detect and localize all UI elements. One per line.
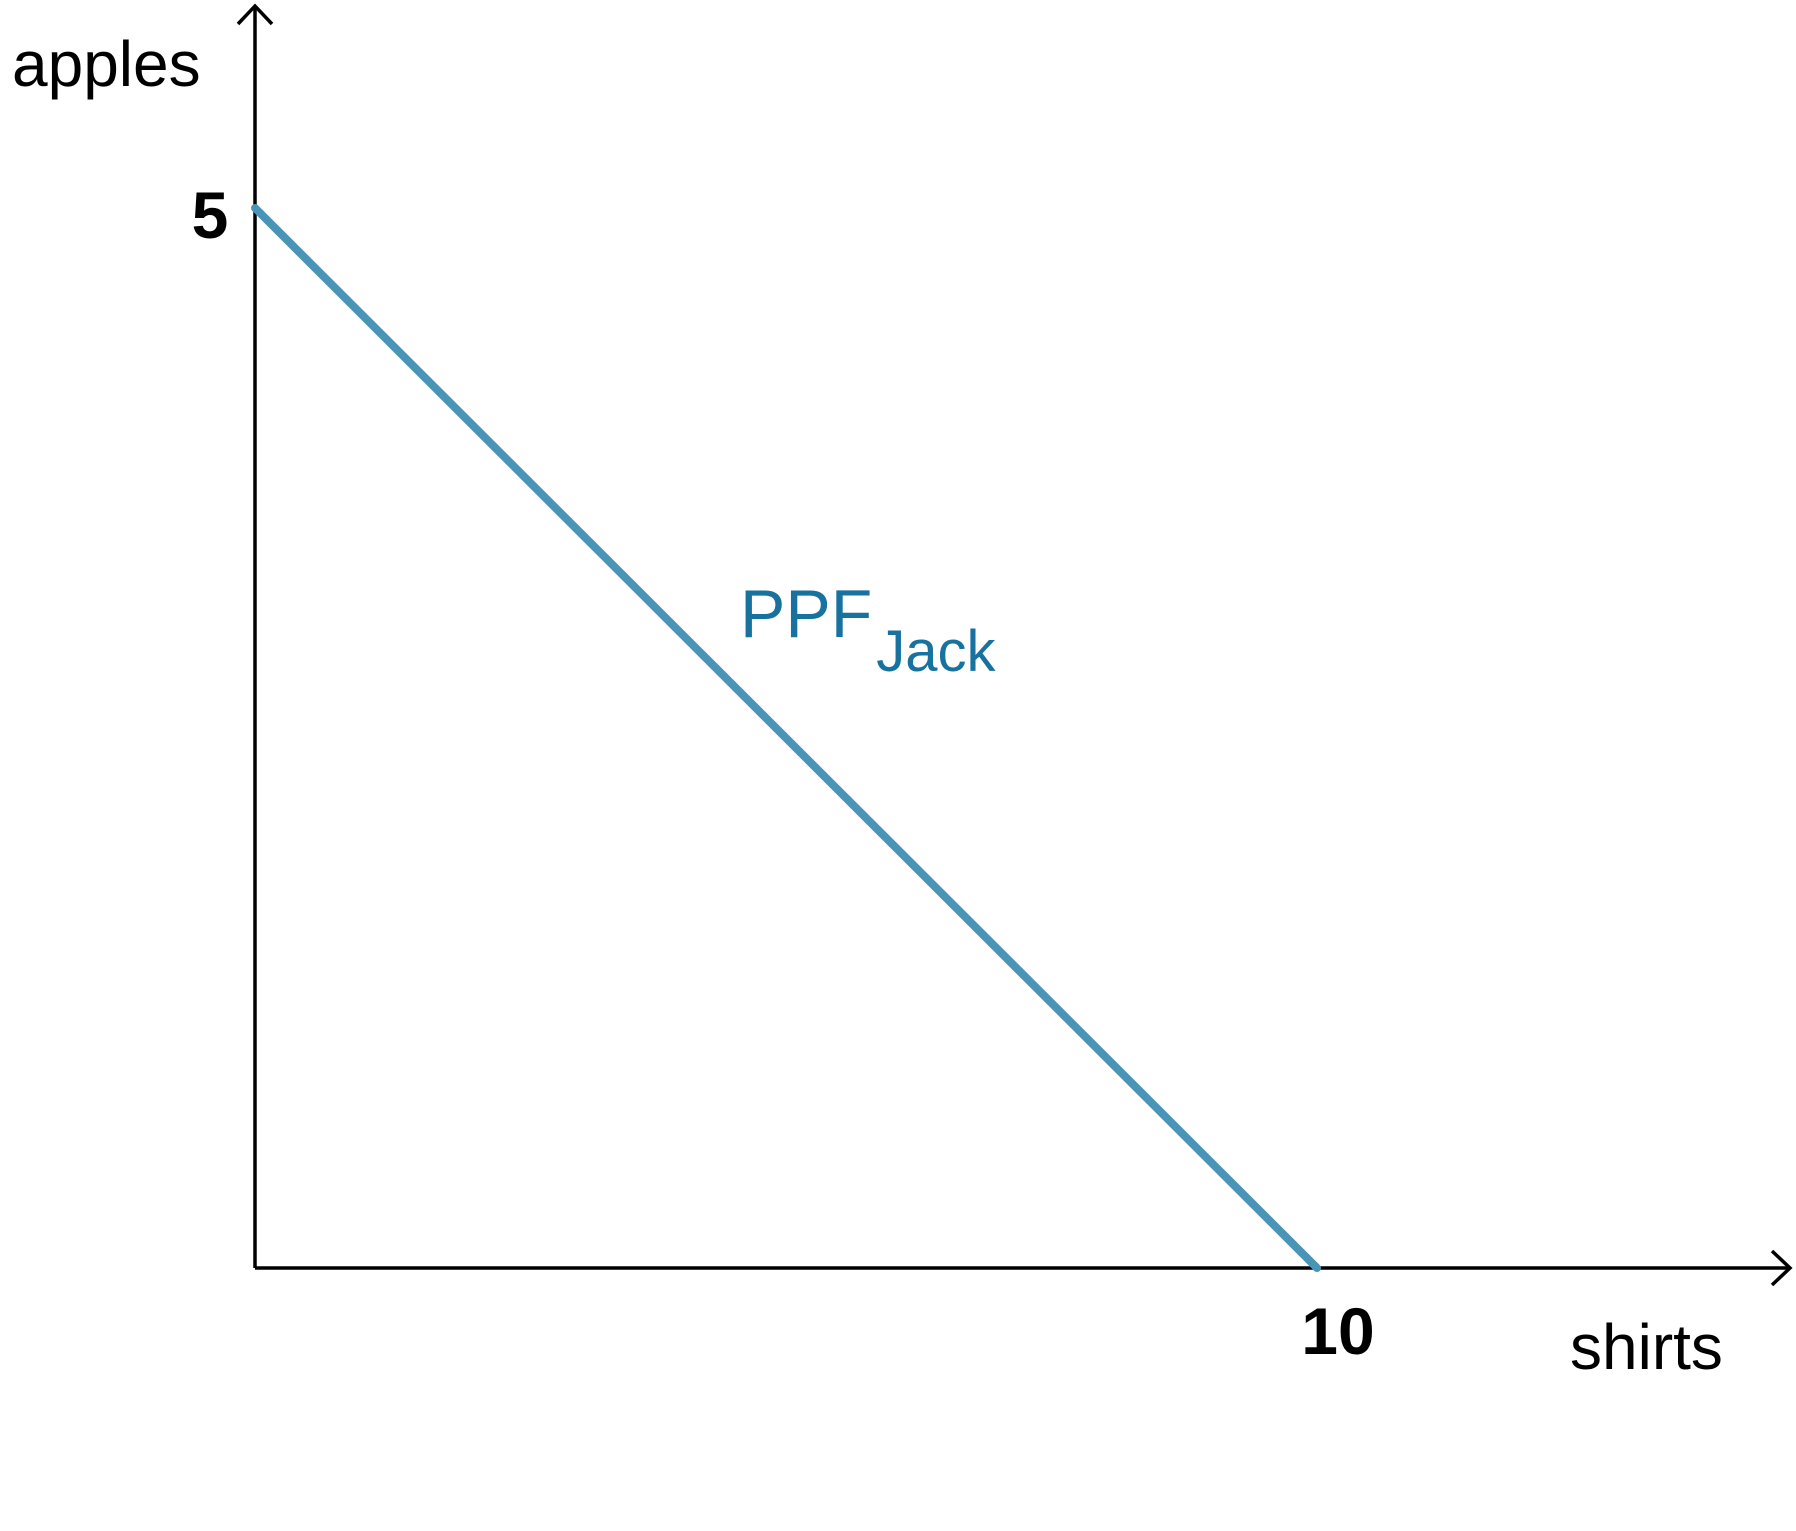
y-tick-label: 5 [192, 178, 229, 252]
y-axis-arrowhead [236, 3, 274, 26]
x-axis-arrowhead [1770, 1249, 1793, 1287]
ppf-jack-line [251, 204, 1321, 1272]
ppf-label-main: PPF [740, 576, 872, 652]
x-axis-title: shirts [1570, 1311, 1723, 1383]
ppf-jack-label: PPFJack [740, 576, 997, 684]
ppf-label-subscript: Jack [876, 619, 996, 684]
axes [236, 3, 1793, 1287]
y-axis-title: apples [12, 28, 201, 100]
x-tick-label: 10 [1301, 1294, 1374, 1368]
